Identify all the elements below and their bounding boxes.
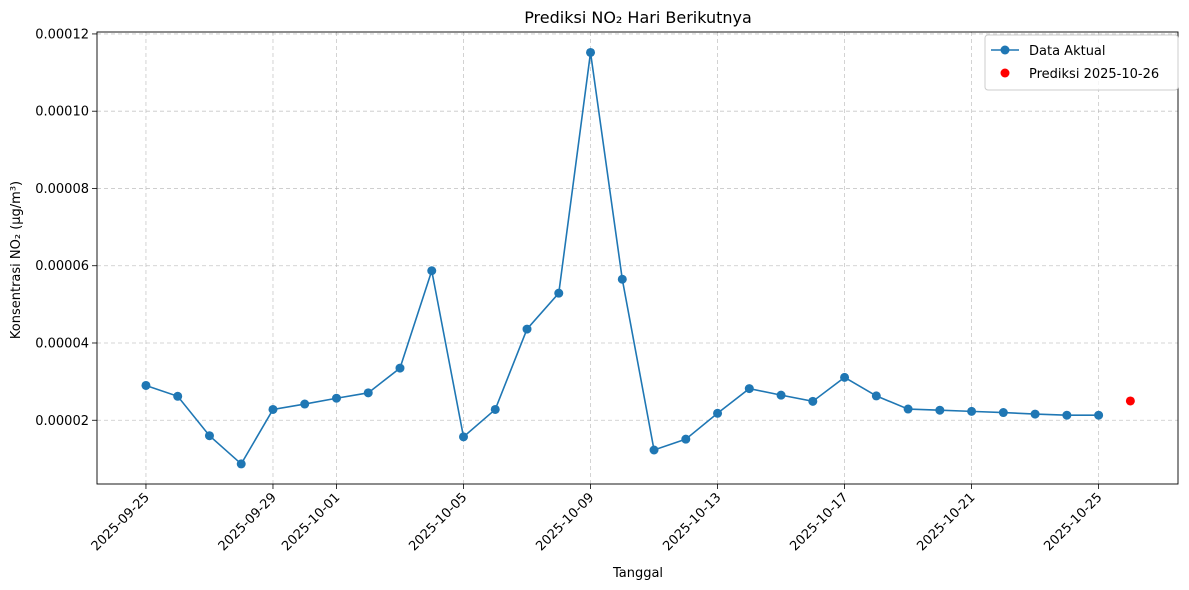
- data-point-aktual: [649, 445, 659, 455]
- data-point-aktual: [1030, 409, 1040, 419]
- y-tick-label: 0.00010: [35, 105, 89, 120]
- legend-box: [984, 34, 1179, 91]
- data-point-aktual: [713, 408, 723, 418]
- data-point-aktual: [141, 380, 151, 390]
- data-point-aktual: [998, 408, 1008, 418]
- legend-marker-prediksi: [1000, 68, 1010, 78]
- legend-marker-data-aktual: [1000, 45, 1010, 55]
- series-layer: [141, 47, 1135, 469]
- data-point-aktual: [363, 388, 373, 398]
- y-tick-label: 0.00008: [35, 182, 89, 197]
- grid: [97, 32, 1178, 484]
- data-point-aktual: [173, 391, 183, 401]
- chart-title: Prediksi NO₂ Hari Berikutnya: [524, 8, 752, 27]
- data-point-aktual: [744, 384, 754, 394]
- data-point-aktual: [236, 459, 246, 469]
- data-point-aktual: [300, 399, 310, 409]
- data-point-aktual: [554, 288, 564, 298]
- data-point-aktual: [808, 396, 818, 406]
- y-tick-label: 0.00012: [35, 27, 89, 42]
- legend-label-data-aktual: Data Aktual: [1029, 44, 1106, 59]
- x-axis-label: Tanggal: [612, 566, 663, 581]
- data-point-aktual: [967, 406, 977, 416]
- data-point-aktual: [522, 324, 532, 334]
- y-tick-label: 0.00004: [35, 336, 89, 351]
- data-point-aktual: [586, 47, 596, 57]
- data-point-aktual: [427, 266, 437, 276]
- data-point-aktual: [871, 391, 881, 401]
- data-point-aktual: [1094, 410, 1104, 420]
- data-point-aktual: [1062, 410, 1072, 420]
- y-tick-label: 0.00006: [35, 259, 89, 274]
- data-point-aktual: [395, 363, 405, 373]
- data-point-aktual: [331, 393, 341, 403]
- data-point-aktual: [204, 431, 214, 441]
- data-point-aktual: [459, 432, 469, 442]
- legend-label-prediksi: Prediksi 2025-10-26: [1029, 67, 1159, 82]
- y-tick-label: 0.00002: [35, 414, 89, 429]
- y-axis-label: Konsentrasi NO₂ (µg/m³): [9, 181, 24, 339]
- data-point-prediksi: [1125, 396, 1135, 406]
- data-point-aktual: [268, 404, 278, 414]
- data-point-aktual: [681, 434, 691, 444]
- data-point-aktual: [935, 405, 945, 415]
- data-point-aktual: [776, 390, 786, 400]
- legend: Data Aktual Prediksi 2025-10-26: [984, 34, 1179, 91]
- data-point-aktual: [903, 404, 913, 414]
- data-point-aktual: [840, 372, 850, 382]
- plot-frame: [96, 31, 1179, 485]
- data-point-aktual: [490, 404, 500, 414]
- data-point-aktual: [617, 274, 627, 284]
